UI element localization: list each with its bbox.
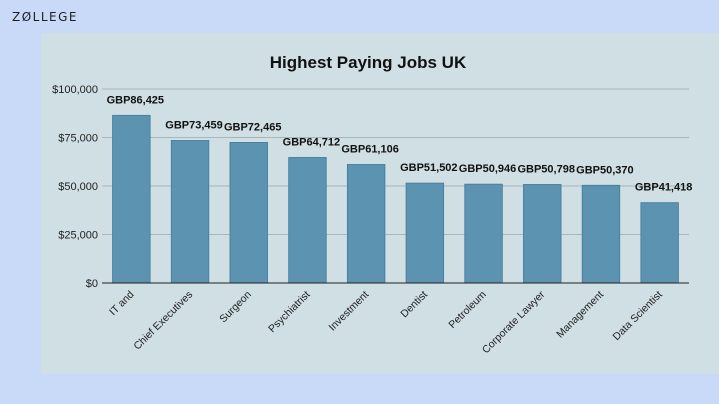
data-label: GBP51,502 xyxy=(400,162,457,174)
data-label: GBP73,459 xyxy=(165,119,222,131)
bar xyxy=(640,202,679,284)
bar xyxy=(288,157,327,284)
x-tick-label: Investment xyxy=(326,289,371,334)
data-label: GBP41,418 xyxy=(635,182,692,194)
x-tick-label: Chief Executives xyxy=(131,289,195,353)
bar xyxy=(346,164,386,284)
y-tick-label: $0 xyxy=(86,278,98,290)
y-tick-label: $75,000 xyxy=(58,133,98,145)
bar xyxy=(170,140,210,284)
data-label: GBP72,465 xyxy=(224,121,281,133)
x-tick-label: Dentist xyxy=(398,289,430,321)
x-tick-label: Petroleum xyxy=(446,288,489,331)
x-tick-label: Corporate Lawyer xyxy=(480,288,548,356)
data-label: GBP50,798 xyxy=(517,163,574,175)
y-tick-label: $25,000 xyxy=(58,230,98,242)
chart-title: Highest Paying Jobs UK xyxy=(270,53,467,72)
y-tick-label: $100,000 xyxy=(52,84,98,96)
bar xyxy=(112,114,151,284)
data-label: GBP86,425 xyxy=(107,94,164,106)
data-label: GBP50,946 xyxy=(459,163,516,175)
data-label: GBP61,106 xyxy=(341,143,398,155)
y-tick-label: $50,000 xyxy=(58,181,98,193)
x-tick-label: Management xyxy=(554,289,606,341)
bar xyxy=(464,183,503,284)
bar xyxy=(581,184,621,284)
bar xyxy=(229,142,268,284)
y-axis-ticks: $0 $25,000 $50,000 $75,000 $100,000 xyxy=(52,84,98,290)
x-tick-label: Psychiatrist xyxy=(266,289,313,336)
x-tick-label: Surgeon xyxy=(217,289,254,326)
data-label: GBP50,370 xyxy=(576,164,633,176)
brand-logo: ZØLLEGE xyxy=(12,10,78,24)
bar xyxy=(405,182,445,284)
bars xyxy=(112,114,679,284)
x-tick-label: Data Scientist xyxy=(610,289,664,343)
data-label: GBP64,712 xyxy=(283,136,340,148)
x-tick-label: IT and xyxy=(107,289,137,319)
bar xyxy=(523,184,562,284)
data-labels: GBP86,425 GBP73,459 GBP72,465GBP64,712GBP6… xyxy=(107,94,693,193)
